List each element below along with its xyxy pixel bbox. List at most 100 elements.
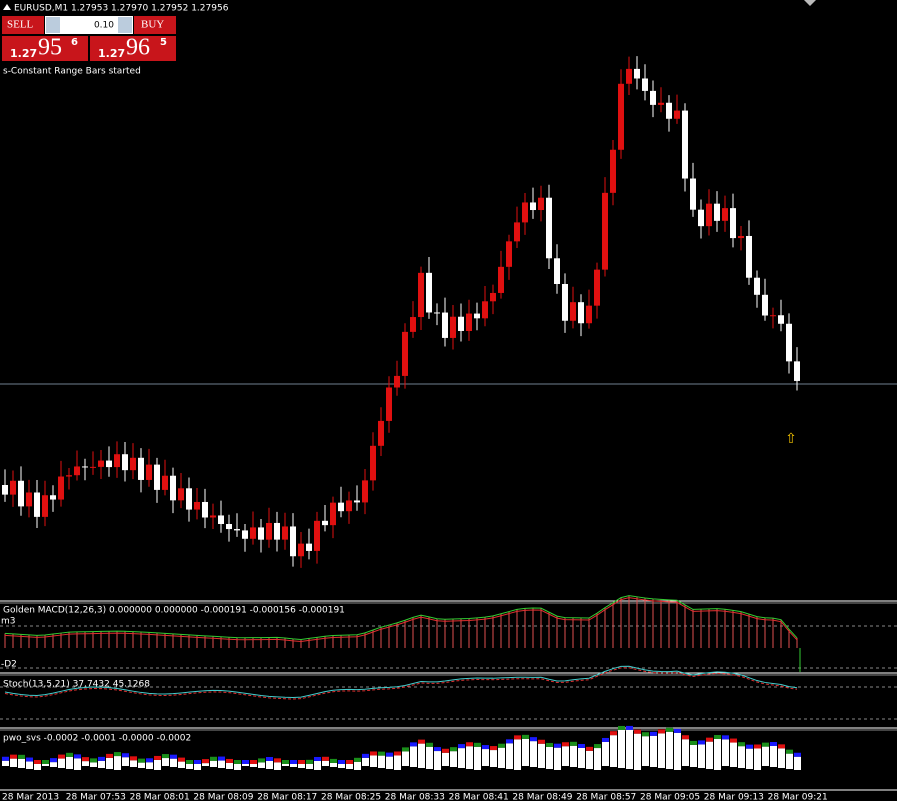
pwo-bar [458,748,465,768]
candle-body [626,68,632,84]
candle-body [442,312,448,338]
pwo-bar [122,757,129,766]
candle-body [266,522,272,540]
pwo-bar [402,751,409,766]
pwo-cap [234,760,241,764]
pwo-label: pwo_svs -0.0002 -0.0001 -0.0000 -0.0002 [3,734,191,744]
pwo-cap [426,742,433,747]
candle-body [346,500,352,512]
pwo-bar [90,762,97,767]
pwo-cap [418,739,425,744]
pwo-cap [682,735,689,740]
candle-body [98,460,104,467]
pwo-cap [658,729,665,734]
pwo-cap [666,727,673,732]
candle-body [362,480,368,503]
lot-value[interactable]: 0.10 [94,21,114,31]
buy-button[interactable] [134,16,176,34]
pwo-bar [586,750,593,769]
candle-body [554,258,560,284]
candle-body [714,203,720,221]
sell-price-box[interactable] [2,36,88,61]
stoch-signal [4,667,798,700]
pwo-cap [10,754,17,759]
pwo-bar [170,758,177,767]
candle-body [650,90,656,105]
candle-body [42,495,48,517]
lot-down[interactable] [46,17,60,33]
pwo-cap [242,760,249,764]
pwo-bar [522,738,529,766]
macd-line [4,595,798,640]
candle-body [130,457,136,471]
pwo-bar [186,764,193,769]
pwo-bar [330,762,337,767]
pwo-bar [74,758,81,770]
candle-body [738,235,744,239]
stoch-main [4,665,798,699]
candle-body [778,315,784,324]
pwo-cap [386,752,393,757]
pwo-cap [138,758,145,763]
pwo-cap [306,759,313,764]
candle-body [410,317,416,332]
pwo-cap [442,748,449,753]
candle-body [26,492,32,507]
buy-price-box[interactable] [90,36,176,61]
pwo-cap [106,753,113,758]
pwo-bar [738,746,745,768]
pwo-bar [250,764,257,767]
pwo-cap [474,742,481,747]
pwo-cap [450,747,457,752]
pwo-bar [218,760,225,768]
lot-input[interactable] [45,16,133,34]
pwo-bar [354,761,361,770]
candle-body [154,464,160,490]
pwo-cap [162,754,169,759]
pwo-cap [714,734,721,739]
pwo-bar [570,745,577,767]
pwo-cap [194,760,201,764]
pwo-bar [50,762,57,767]
candle-body [322,520,328,526]
candle-body [146,464,152,480]
candle-body [282,526,288,540]
pwo-bar [410,746,417,767]
pwo-cap [770,742,777,747]
pwo-cap [578,743,585,748]
candle-body [338,502,344,512]
candle-body [10,480,16,495]
pwo-cap [282,760,289,764]
candle-body [730,208,736,239]
buy-label[interactable]: BUY [141,19,164,31]
pwo-bar [626,729,633,769]
candle-body [394,375,400,388]
pwo-cap [210,756,217,761]
pwo-cap [642,732,649,737]
candle-body [498,266,504,293]
pwo-bar [658,733,665,768]
pwo-bar [202,763,209,766]
candle-body [594,269,600,306]
pwo-cap [154,755,161,760]
pwo-cap [122,753,129,758]
lot-up[interactable] [118,17,132,33]
pwo-bar [562,746,569,766]
collapse-arrow[interactable] [3,4,11,10]
candle-body [450,316,456,338]
pwo-bar [730,742,737,767]
candle-body [618,83,624,150]
candle-body [106,460,112,468]
pwo-bar [146,762,153,769]
macd-label: Golden MACD(12,26,3) 0.000000 0.000000 -… [3,606,345,616]
sell-button[interactable] [2,16,44,34]
candle-body [538,197,544,211]
pwo-cap [594,744,601,749]
pwo-cap [330,758,337,763]
pwo-bar [298,764,305,768]
pwo-bar [394,755,401,770]
candle-body [602,192,608,270]
sell-label[interactable]: SELL [7,19,34,31]
pwo-cap [186,760,193,764]
